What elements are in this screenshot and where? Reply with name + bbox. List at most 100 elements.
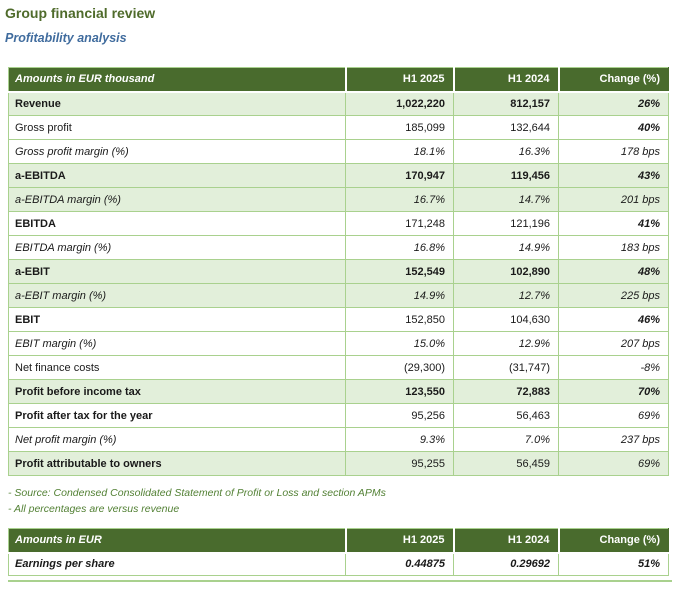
value-h1-2025: 185,099 [345, 115, 454, 140]
value-h1-2025: (29,300) [345, 355, 454, 380]
header-row: Amounts in EUR thousand H1 2025 H1 2024 Cha… [8, 67, 669, 93]
table-row: EBITDA 171,248 121,196 41% [8, 211, 669, 236]
value-h1-2024: 16.3% [453, 139, 559, 164]
corner-header: Amounts in EUR thousand [8, 67, 347, 93]
table-row: EBIT 152,850 104,630 46% [8, 307, 669, 332]
table-row: Gross profit 185,099 132,644 40% [8, 115, 669, 140]
row-label: Net profit margin (%) [8, 427, 346, 452]
row-label: Profit after tax for the year [8, 403, 346, 428]
row-label: a-EBITDA margin (%) [8, 187, 346, 212]
value-h1-2025: 9.3% [345, 427, 454, 452]
table-row: a-EBIT margin (%) 14.9% 12.7% 225 bps [8, 283, 669, 308]
table-row: Net profit margin (%) 9.3% 7.0% 237 bps [8, 427, 669, 452]
value-h1-2024: 121,196 [453, 211, 559, 236]
corner-header: Amounts in EUR [8, 528, 347, 554]
value-h1-2024: 14.7% [453, 187, 559, 212]
table-row: EBITDA margin (%) 16.8% 14.9% 183 bps [8, 235, 669, 260]
page-subtitle: Profitability analysis [5, 31, 127, 45]
value-h1-2025: 95,255 [345, 451, 454, 476]
column-header: H1 2025 [345, 528, 455, 554]
row-label: EBITDA [8, 211, 346, 236]
row-label: EBITDA margin (%) [8, 235, 346, 260]
value-h1-2025: 152,549 [345, 259, 454, 284]
header-row: Amounts in EUR H1 2025 H1 2024 Change (%) [8, 528, 669, 554]
value-change: 51% [558, 552, 669, 576]
value-change: 69% [558, 403, 669, 428]
value-h1-2024: 132,644 [453, 115, 559, 140]
column-header: H1 2024 [453, 528, 560, 554]
row-label: a-EBIT margin (%) [8, 283, 346, 308]
table-row: Net finance costs (29,300) (31,747) -8% [8, 355, 669, 380]
column-header: H1 2025 [345, 67, 455, 93]
value-h1-2025: 1,022,220 [345, 91, 454, 116]
table-row: Profit before income tax 123,550 72,883 70% [8, 379, 669, 404]
value-change: 207 bps [558, 331, 669, 356]
table-row: a-EBITDA margin (%) 16.7% 14.7% 201 bps [8, 187, 669, 212]
value-change: 41% [558, 211, 669, 236]
value-change: 178 bps [558, 139, 669, 164]
value-change: 69% [558, 451, 669, 476]
table-row: a-EBITDA 170,947 119,456 43% [8, 163, 669, 188]
profitability-table: Amounts in EUR thousand H1 2025 H1 2024 Cha… [8, 67, 669, 476]
footnotes: - Source: Condensed Consolidated Stateme… [8, 485, 681, 517]
table-row: Profit attributable to owners 95,255 56,45… [8, 451, 669, 476]
value-h1-2024: 12.7% [453, 283, 559, 308]
column-header: H1 2024 [453, 67, 560, 93]
page-title: Group financial review [5, 5, 156, 21]
table-row: Profit after tax for the year 95,256 56,46… [8, 403, 669, 428]
value-change: 225 bps [558, 283, 669, 308]
footnote-source: - Source: Condensed Consolidated Stateme… [8, 487, 386, 499]
value-change: 43% [558, 163, 669, 188]
row-label: a-EBITDA [8, 163, 346, 188]
value-h1-2024: 56,463 [453, 403, 559, 428]
value-h1-2024: 119,456 [453, 163, 559, 188]
value-change: 70% [558, 379, 669, 404]
value-h1-2024: 104,630 [453, 307, 559, 332]
value-h1-2025: 16.8% [345, 235, 454, 260]
value-change: 48% [558, 259, 669, 284]
value-change: 237 bps [558, 427, 669, 452]
value-change: 26% [558, 91, 669, 116]
value-h1-2025: 0.44875 [345, 552, 454, 576]
row-label: Revenue [8, 91, 346, 116]
value-h1-2025: 170,947 [345, 163, 454, 188]
table-row: Earnings per share 0.44875 0.29692 51% [8, 552, 669, 576]
column-header: Change (%) [558, 67, 669, 93]
row-label: Gross profit [8, 115, 346, 140]
value-h1-2024: 56,459 [453, 451, 559, 476]
row-label: Net finance costs [8, 355, 346, 380]
value-h1-2024: 102,890 [453, 259, 559, 284]
value-h1-2025: 123,550 [345, 379, 454, 404]
row-label: a-EBIT [8, 259, 346, 284]
row-label: Earnings per share [8, 552, 346, 576]
value-change: 46% [558, 307, 669, 332]
column-header: Change (%) [558, 528, 669, 554]
row-label: Profit attributable to owners [8, 451, 346, 476]
eps-table: Amounts in EUR H1 2025 H1 2024 Change (%) E… [8, 528, 669, 576]
value-h1-2024: 14.9% [453, 235, 559, 260]
value-h1-2025: 171,248 [345, 211, 454, 236]
value-h1-2024: 72,883 [453, 379, 559, 404]
table-row: a-EBIT 152,549 102,890 48% [8, 259, 669, 284]
value-h1-2024: (31,747) [453, 355, 559, 380]
value-h1-2025: 18.1% [345, 139, 454, 164]
row-label: Gross profit margin (%) [8, 139, 346, 164]
table-row: EBIT margin (%) 15.0% 12.9% 207 bps [8, 331, 669, 356]
footnote-percentages: - All percentages are versus revenue [8, 503, 180, 515]
value-h1-2024: 12.9% [453, 331, 559, 356]
value-h1-2025: 15.0% [345, 331, 454, 356]
value-change: 201 bps [558, 187, 669, 212]
value-change: 40% [558, 115, 669, 140]
row-label: Profit before income tax [8, 379, 346, 404]
row-label: EBIT [8, 307, 346, 332]
value-h1-2024: 7.0% [453, 427, 559, 452]
table-row: Revenue 1,022,220 812,157 26% [8, 91, 669, 116]
value-h1-2024: 812,157 [453, 91, 559, 116]
value-h1-2024: 0.29692 [453, 552, 559, 576]
value-h1-2025: 14.9% [345, 283, 454, 308]
value-change: -8% [558, 355, 669, 380]
section-divider [8, 580, 672, 582]
value-h1-2025: 152,850 [345, 307, 454, 332]
row-label: EBIT margin (%) [8, 331, 346, 356]
value-h1-2025: 16.7% [345, 187, 454, 212]
